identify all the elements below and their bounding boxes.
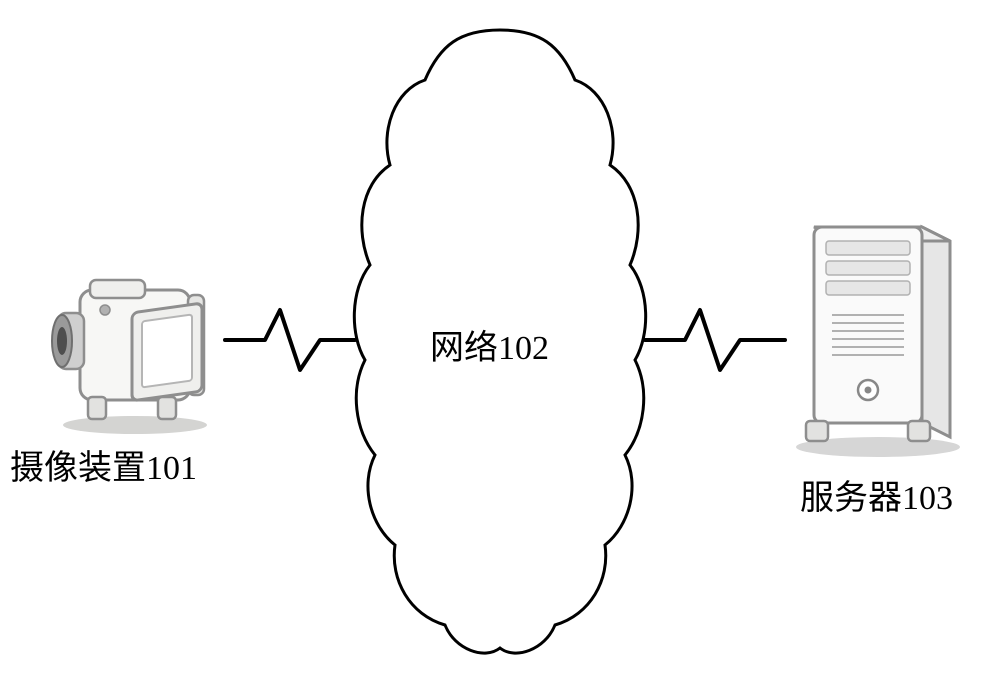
camera-label: 摄像装置101 [10,440,197,489]
server-label: 服务器103 [800,470,953,519]
camera-icon [52,280,207,434]
network-label: 网络102 [430,320,549,369]
wireless-link-left [225,310,355,370]
server-icon [796,227,960,457]
wireless-link-right [645,310,785,370]
